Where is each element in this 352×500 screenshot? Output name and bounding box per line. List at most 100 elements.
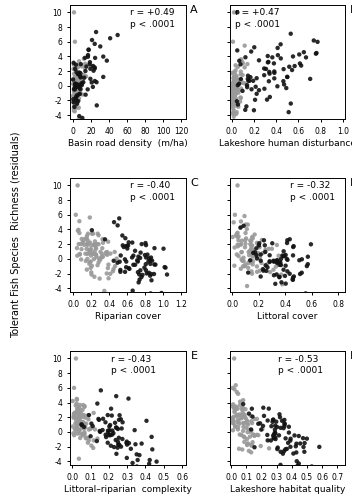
Point <box>250 438 256 446</box>
Point <box>86 46 92 54</box>
Point <box>238 94 244 102</box>
Point <box>249 244 254 252</box>
Point <box>77 430 83 438</box>
Point <box>232 84 238 92</box>
Point <box>233 62 238 70</box>
Point <box>269 422 274 430</box>
Point <box>236 418 241 426</box>
Point <box>81 237 86 245</box>
Point <box>131 261 136 269</box>
Point <box>286 428 292 436</box>
Point <box>99 254 105 262</box>
Point <box>109 426 115 434</box>
Point <box>73 80 78 88</box>
Point <box>246 410 252 418</box>
Point <box>232 408 237 416</box>
Point <box>230 100 236 108</box>
Point <box>293 442 298 450</box>
Point <box>90 250 95 258</box>
Point <box>276 257 282 265</box>
Point <box>74 92 80 100</box>
Point <box>112 419 118 427</box>
Point <box>245 76 251 84</box>
Point <box>74 80 80 88</box>
Point <box>303 54 309 62</box>
Point <box>77 250 82 258</box>
Point <box>230 110 235 118</box>
Point <box>279 280 285 288</box>
Point <box>86 249 92 257</box>
Point <box>89 442 94 450</box>
Point <box>279 252 285 260</box>
Point <box>278 270 284 278</box>
Point <box>238 414 244 422</box>
Point <box>115 444 120 452</box>
Point <box>96 415 101 423</box>
Point <box>77 401 83 409</box>
Point <box>79 81 84 89</box>
Point <box>234 108 239 116</box>
Point <box>117 258 122 266</box>
Text: C: C <box>190 178 198 188</box>
Point <box>74 92 80 100</box>
Point <box>84 245 89 253</box>
Point <box>264 267 269 275</box>
Point <box>270 432 276 440</box>
Point <box>73 100 78 108</box>
Point <box>111 265 117 273</box>
Point <box>233 102 239 110</box>
Point <box>82 428 87 436</box>
Point <box>241 254 246 262</box>
Point <box>231 354 237 362</box>
Point <box>267 70 272 78</box>
Point <box>256 56 262 64</box>
Point <box>235 63 240 71</box>
Point <box>241 222 246 230</box>
Point <box>232 422 238 430</box>
Point <box>77 406 83 413</box>
Point <box>72 108 77 116</box>
Point <box>247 77 252 85</box>
Point <box>73 74 78 82</box>
Point <box>231 413 237 421</box>
Point <box>242 80 247 88</box>
Point <box>148 254 154 262</box>
Point <box>89 78 94 86</box>
Point <box>135 258 141 266</box>
Point <box>248 258 254 266</box>
Point <box>72 82 77 90</box>
Point <box>74 74 79 82</box>
Point <box>254 254 260 262</box>
Point <box>76 419 81 427</box>
Point <box>82 64 88 72</box>
Point <box>91 409 96 417</box>
Point <box>117 441 122 449</box>
Point <box>100 239 106 247</box>
Point <box>124 438 130 446</box>
Point <box>234 405 239 413</box>
Point <box>77 419 83 427</box>
Point <box>276 252 282 260</box>
Point <box>103 418 108 426</box>
Point <box>245 440 251 448</box>
Point <box>71 79 77 87</box>
Point <box>80 406 86 414</box>
Point <box>237 80 242 88</box>
Point <box>124 258 129 266</box>
Point <box>262 248 268 256</box>
Point <box>74 77 80 85</box>
Point <box>234 411 240 419</box>
Point <box>231 404 237 412</box>
Point <box>153 260 158 268</box>
Point <box>232 68 238 76</box>
Point <box>88 268 94 276</box>
Point <box>72 65 78 73</box>
Point <box>89 36 95 44</box>
Point <box>246 447 252 455</box>
Point <box>120 242 126 250</box>
Point <box>115 440 121 448</box>
Point <box>238 94 243 102</box>
Point <box>297 440 303 448</box>
Point <box>281 65 287 73</box>
Point <box>73 427 78 435</box>
